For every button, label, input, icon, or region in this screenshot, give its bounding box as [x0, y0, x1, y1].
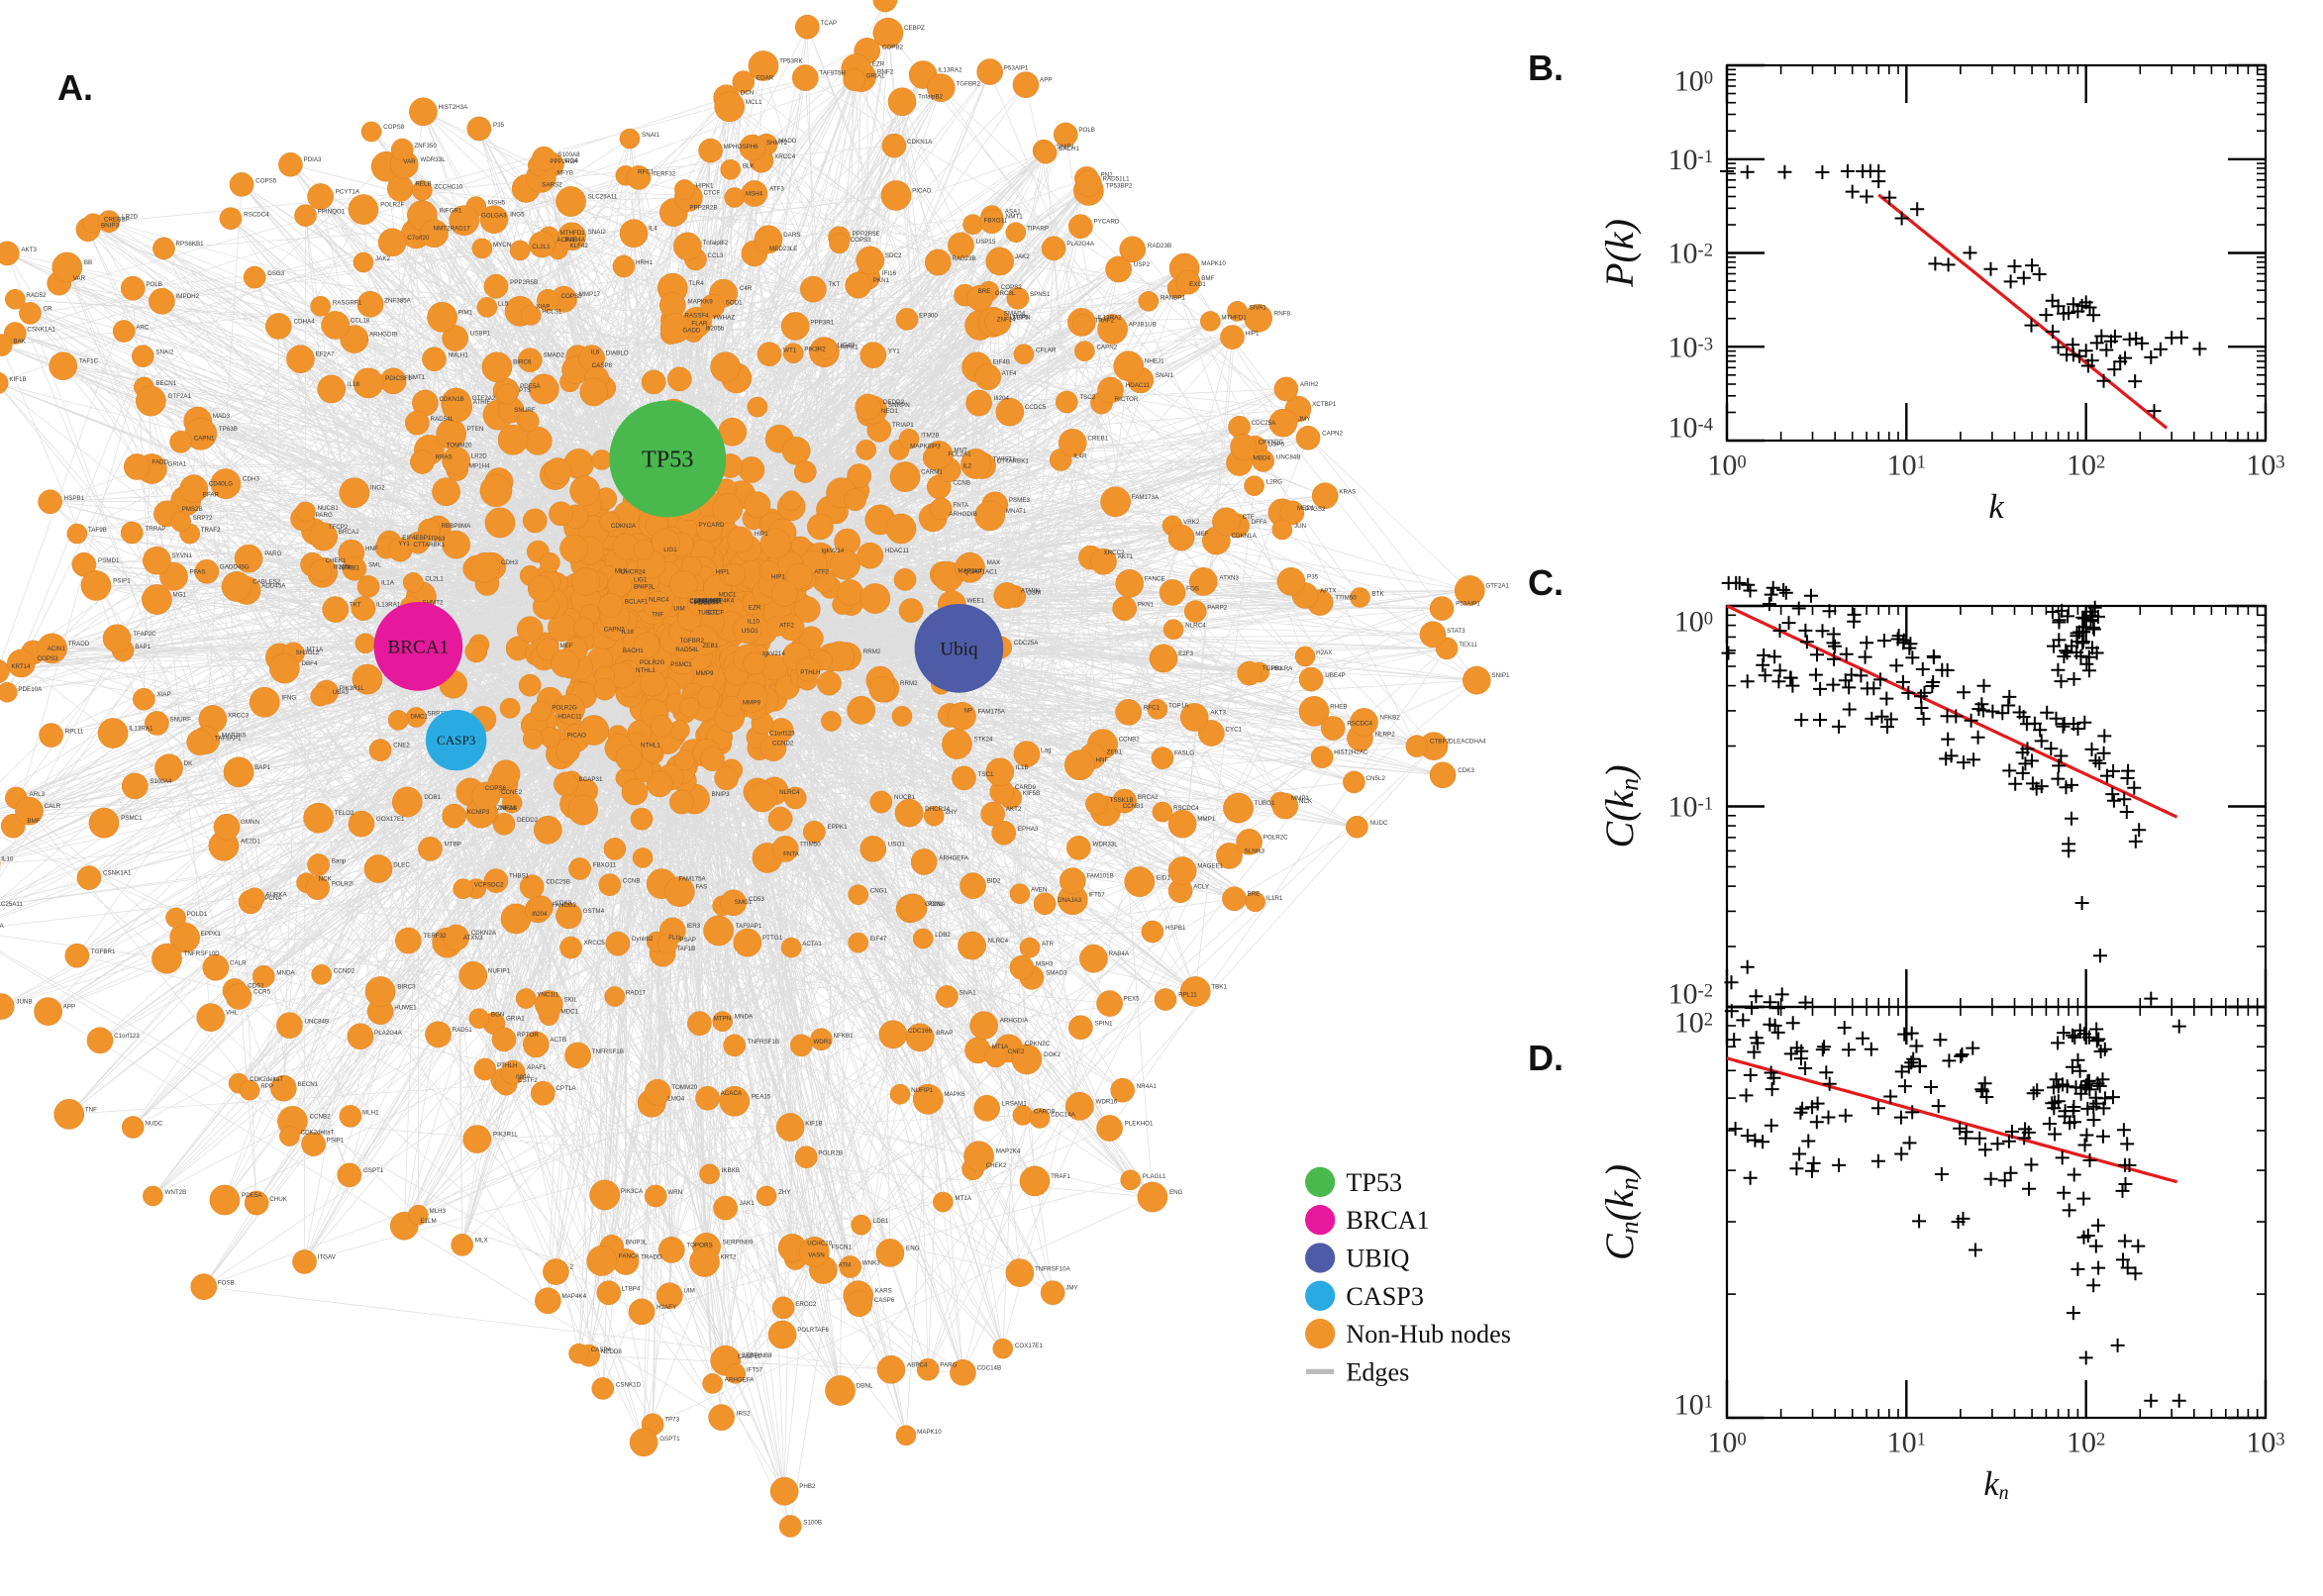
svg-text:102: 102: [1674, 1007, 1713, 1040]
svg-text:Cn(kn): Cn(kn): [1597, 1164, 1644, 1260]
svg-text:102: 102: [2067, 1427, 2105, 1459]
svg-text:100: 100: [1707, 1427, 1746, 1459]
svg-text:103: 103: [2246, 1427, 2284, 1459]
svg-text:101: 101: [1674, 1388, 1713, 1421]
svg-text:101: 101: [1887, 1427, 1926, 1459]
svg-text:kn: kn: [1983, 1465, 2008, 1504]
